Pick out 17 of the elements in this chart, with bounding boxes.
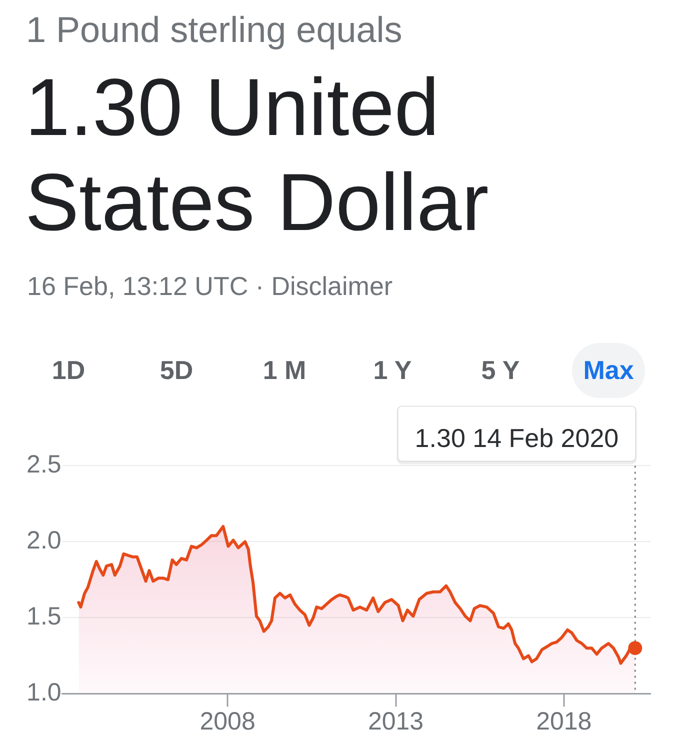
text: 1 Y [373, 354, 412, 387]
y-tick-label: 2.5 [26, 450, 62, 479]
x-tick-label: 2008 [200, 708, 256, 736]
text: 1D [52, 354, 86, 387]
y-tick-label: 1.0 [26, 678, 62, 707]
x-tick-label: 2018 [536, 708, 592, 736]
y-tick-label: 2.0 [26, 526, 62, 555]
y-tick-label: 1.5 [26, 602, 62, 631]
chart-subtitle: 1 Pound sterling equals [26, 8, 402, 50]
range-button: Max [572, 343, 645, 398]
text: 1 M [262, 354, 306, 387]
text: 5 Y [481, 354, 520, 387]
ref-line-label: 1.30 14 Feb 2020 [414, 423, 619, 454]
chart-title: 1.30 United States Dollar [25, 62, 490, 250]
text: 16 Feb, 13:12 UTC · Disclaimer [27, 271, 393, 301]
x-tick-label: 2013 [368, 708, 424, 736]
text: 5D [160, 354, 194, 387]
